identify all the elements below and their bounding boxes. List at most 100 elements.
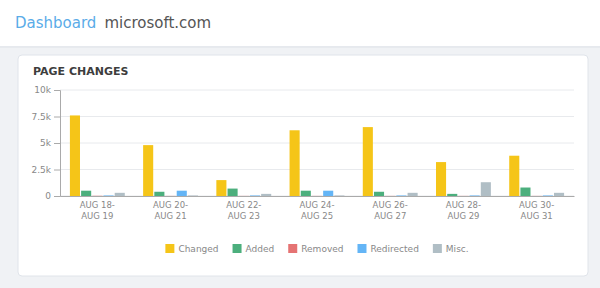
x-tick: AUG 22-AUG 23 <box>226 200 261 221</box>
bar <box>470 195 480 196</box>
y-tick-label: 2.5k <box>31 165 51 175</box>
legend-item: Redirected <box>357 244 418 254</box>
bar <box>532 195 542 196</box>
bar <box>554 193 564 196</box>
bar <box>115 193 125 196</box>
page-background <box>0 0 600 288</box>
grid-line <box>60 169 574 170</box>
bar <box>239 195 249 196</box>
y-axis-line <box>54 91 61 197</box>
header-text: Dashboard <box>15 14 96 32</box>
x-tick: AUG 24-AUG 25 <box>299 200 334 221</box>
bar <box>374 192 384 196</box>
bar <box>447 194 457 196</box>
bar <box>70 115 80 196</box>
x-tick-label-line: AUG 31 <box>521 211 553 221</box>
y-tick: 10k <box>34 85 60 95</box>
bar <box>143 145 153 196</box>
x-tick: AUG 26-AUG 27 <box>373 200 408 221</box>
bar <box>177 191 187 196</box>
legend-label: Misc. <box>446 244 469 254</box>
legend: Changed Added Removed Redirected Misc. <box>165 244 468 254</box>
bar <box>216 180 226 196</box>
x-tick-label-line: AUG 29 <box>447 211 479 221</box>
x-tick-label-line: AUG 28- <box>446 200 481 210</box>
y-axis: 0 2.5k 5k 7.5k 10k <box>31 85 60 201</box>
y-tick-mark <box>54 90 60 91</box>
grid-line <box>60 196 574 197</box>
bar <box>188 195 198 196</box>
header-separator <box>0 47 600 48</box>
x-tick-label-line: AUG 24- <box>299 200 334 210</box>
y-tick: 7.5k <box>31 112 60 122</box>
x-axis: AUG 18-AUG 19AUG 20-AUG 21AUG 22-AUG 23A… <box>61 197 575 221</box>
legend-item: Changed <box>165 244 218 254</box>
bar <box>458 195 468 196</box>
bar <box>520 188 530 196</box>
y-tick-label: 0 <box>45 191 51 201</box>
bar <box>261 194 271 196</box>
header-background <box>0 0 600 46</box>
y-tick: 5k <box>40 138 60 148</box>
legend-label: Redirected <box>370 244 418 254</box>
bar <box>301 191 311 196</box>
legend-swatch <box>433 244 442 253</box>
chart-title: PAGE CHANGES <box>33 65 128 78</box>
legend-item: Removed <box>288 244 343 254</box>
x-tick-label-line: AUG 23 <box>228 211 260 221</box>
bar <box>104 195 114 196</box>
legend-label: Added <box>246 244 275 254</box>
card <box>18 55 588 276</box>
y-tick-label: 10k <box>34 85 51 95</box>
bar <box>363 127 373 196</box>
bar <box>290 130 300 196</box>
chart-svg: Dashboard microsoft.com PAGE CHANGES 0 2.5k 5… <box>0 0 600 288</box>
x-tick-label: AUG 26-AUG 27 <box>373 200 408 221</box>
bar <box>154 192 164 196</box>
x-tick: AUG 18-AUG 19 <box>80 200 115 221</box>
bar <box>312 195 322 196</box>
bar <box>396 195 406 196</box>
bar-series <box>92 195 541 196</box>
x-tick: AUG 28-AUG 29 <box>446 200 481 221</box>
header-text: microsoft.com <box>104 14 211 32</box>
x-tick-label-line: AUG 30- <box>519 200 554 210</box>
bar <box>385 195 395 196</box>
legend-item: Added <box>233 244 275 254</box>
bars <box>70 115 564 196</box>
x-tick-label-line: AUG 26- <box>373 200 408 210</box>
x-tick-label-line: AUG 20- <box>153 200 188 210</box>
bar <box>250 195 260 196</box>
bar-series <box>81 188 530 196</box>
grid-line <box>60 143 574 144</box>
grid <box>60 90 574 196</box>
legend-swatch <box>233 244 242 253</box>
x-tick-label-line: AUG 25 <box>301 211 333 221</box>
x-tick-label-line: AUG 22- <box>226 200 261 210</box>
x-tick-label: AUG 18-AUG 19 <box>80 200 115 221</box>
legend-item: Misc. <box>433 244 469 254</box>
bar <box>81 191 91 196</box>
bar <box>543 195 553 196</box>
bar <box>166 195 176 196</box>
bar <box>509 156 519 196</box>
bar <box>481 182 491 196</box>
legend-label: Removed <box>301 244 343 254</box>
y-tick-label: 5k <box>40 138 52 148</box>
bar-series <box>70 115 519 196</box>
legend-swatch <box>288 244 297 253</box>
x-tick-label-line: AUG 21 <box>154 211 186 221</box>
bar <box>92 195 102 196</box>
y-tick-mark <box>54 143 60 144</box>
bar <box>323 191 333 196</box>
bar <box>436 162 446 196</box>
y-tick-mark <box>54 170 60 171</box>
x-axis-line <box>61 196 575 197</box>
bar <box>228 189 238 196</box>
x-tick-label-line: AUG 27 <box>374 211 406 221</box>
legend-swatch <box>165 244 174 253</box>
y-tick: 2.5k <box>31 165 60 175</box>
x-tick-label: AUG 24-AUG 25 <box>299 200 334 221</box>
x-tick-label: AUG 20-AUG 21 <box>153 200 188 221</box>
grid-line <box>60 90 574 91</box>
